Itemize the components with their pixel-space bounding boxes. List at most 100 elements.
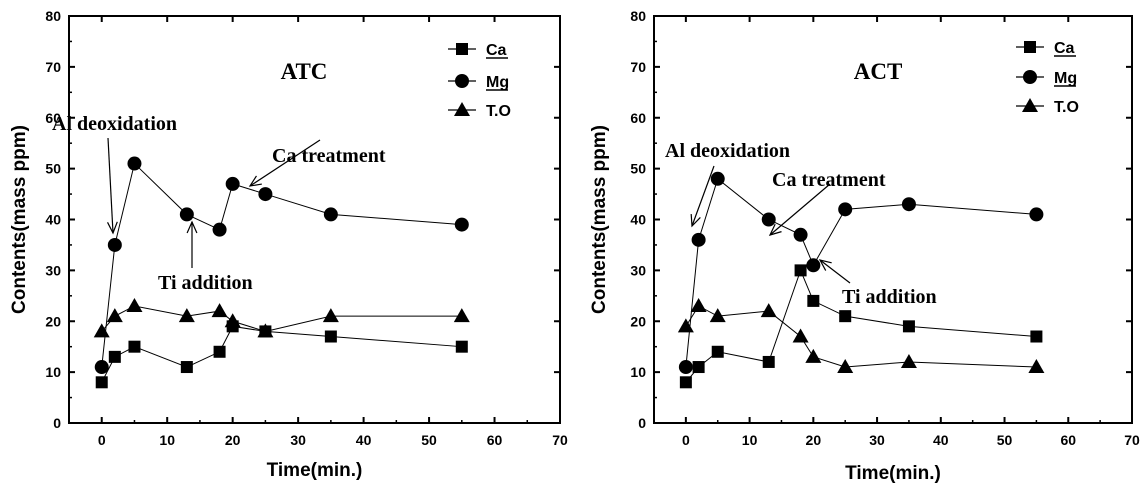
annotation: Ti addition [818,259,937,308]
series-line [685,305,1037,368]
series-to [93,297,470,338]
y-tick-label: 60 [45,110,61,126]
y-axis-label: Contents(mass ppm) [589,125,610,314]
data-point [178,308,195,323]
annotation-arrowhead [248,175,262,187]
data-point [900,353,917,368]
legend-label: Ca [486,42,507,59]
legend-marker [454,102,470,116]
data-point [793,227,808,242]
x-tick-label: 0 [682,432,690,448]
legend-marker [1022,98,1038,112]
y-tick-label: 10 [45,364,61,380]
y-tick-label: 40 [630,212,646,228]
chart-title: ATC [281,59,328,84]
x-tick-label: 20 [806,432,822,448]
legend-label: T.O [1054,99,1079,116]
series-line [101,325,462,383]
y-axis-label: Contents(mass ppm) [9,125,30,314]
annotation-label: Al deoxidation [52,113,177,135]
data-point [126,297,143,312]
annotation-arrow-line [249,139,321,187]
data-point [1030,330,1043,343]
annotation-arrow-line [769,183,831,236]
annotation-label: Ca treatment [772,169,886,191]
x-tick-label: 60 [487,432,503,448]
data-point [794,264,807,277]
data-point [1028,359,1045,374]
legend-label: Mg [486,74,509,91]
annotation-arrowhead [690,213,701,228]
annotation: Al deoxidation [52,113,177,235]
data-point [257,323,274,338]
data-point [212,222,227,237]
y-tick-label: 50 [45,161,61,177]
data-point [839,310,852,323]
x-tick-label: 70 [552,432,568,448]
y-tick-label: 70 [630,59,646,75]
x-tick-label: 20 [225,432,241,448]
data-point [93,323,110,338]
data-point [108,350,121,363]
data-point [837,359,854,374]
data-point [901,197,916,212]
x-tick-label: 60 [1060,432,1076,448]
legend: Ca Mg T.O [1016,40,1079,116]
data-point [106,308,123,323]
data-point [677,318,694,333]
chart-panel-act: 0 10 20 30 40 50 60 70 0 10 20 30 40 50 60 70 80 Time(min… [589,8,1140,484]
y-tick-label: 30 [630,262,646,278]
chart-panel-atc: 0 10 20 30 40 50 60 70 0 10 20 30 40 50 60 70 80 Time(min… [9,8,568,481]
y-tick-label: 10 [630,364,646,380]
data-point [127,156,142,171]
y-tick-label: 40 [45,212,61,228]
data-point [128,340,141,353]
series-line [685,177,1037,368]
legend-label: Mg [1054,70,1077,87]
annotation-label: Ti addition [158,272,253,294]
data-point [455,340,468,353]
x-tick-label: 70 [1124,432,1140,448]
x-tick-label: 50 [997,432,1013,448]
series-mg [94,156,469,375]
data-point [709,308,726,323]
series-line [101,305,462,332]
y-tick-label: 80 [45,8,61,24]
y-tick-label: 20 [630,313,646,329]
data-point [761,212,776,227]
series-ca [95,320,468,389]
data-point [807,294,820,307]
x-tick-label: 10 [159,432,175,448]
annotation-label: Al deoxidation [665,140,790,162]
y-tick-label: 50 [630,161,646,177]
x-tick-label: 30 [869,432,885,448]
x-tick-label: 40 [933,432,949,448]
annotation-arrow-line [819,259,851,284]
data-point [710,171,725,186]
x-tick-label: 40 [356,432,372,448]
y-tick-label: 0 [53,415,61,431]
y-tick-label: 70 [45,59,61,75]
annotation-label: Ti addition [842,286,937,308]
annotation: Ca treatment [768,169,886,236]
data-point [95,376,108,389]
y-tick-label: 60 [630,110,646,126]
data-point [107,237,122,252]
data-point [838,202,853,217]
x-tick-label: 10 [742,432,758,448]
data-point [322,308,339,323]
annotation-arrowhead [107,221,118,235]
annotation-label: Ca treatment [272,145,386,167]
data-point [1029,207,1044,222]
x-tick-label: 30 [290,432,306,448]
data-point [211,303,228,318]
data-point [679,376,692,389]
x-tick-label: 0 [98,432,106,448]
data-point [454,217,469,232]
data-point [94,360,109,375]
data-point [762,355,775,368]
series-mg [678,171,1044,375]
data-point [902,320,915,333]
